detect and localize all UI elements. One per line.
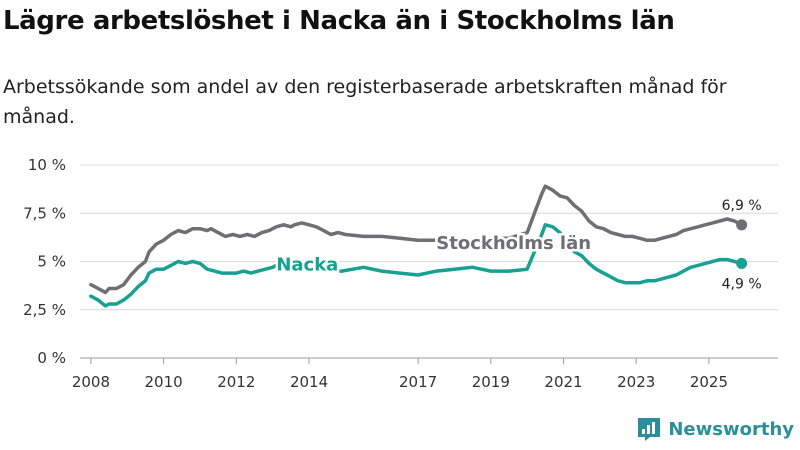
end-value-label-nacka: 4,9 % — [722, 276, 762, 292]
x-tick-label: 2010 — [145, 373, 183, 391]
series-line-nacka — [89, 223, 744, 308]
x-tick-label: 2021 — [544, 373, 582, 391]
x-tick-label: 2017 — [399, 373, 437, 391]
end-marker-stockholms-lan — [736, 219, 748, 231]
y-tick-label: 5 % — [37, 253, 66, 271]
newsworthy-logo-icon — [638, 418, 661, 441]
end-value-label-stockholms-lan: 6,9 % — [722, 198, 762, 214]
end-marker-nacka — [736, 257, 748, 269]
y-tick-label: 10 % — [28, 156, 66, 174]
x-tick-label: 2012 — [217, 373, 255, 391]
series-label-nacka: Nacka — [276, 255, 338, 276]
newsworthy-logo-text: Newsworthy — [668, 418, 794, 440]
y-tick-label: 2,5 % — [23, 301, 66, 319]
newsworthy-logo: Newsworthy — [636, 416, 794, 442]
chart-subtitle: Arbetssökande som andel av den registerb… — [3, 76, 727, 128]
x-tick-label: 2025 — [690, 373, 728, 391]
x-tick-label: 2014 — [290, 373, 328, 391]
series-label-stockholms-lan: Stockholms län — [436, 233, 591, 254]
series-line-stockholms-lan — [89, 184, 744, 295]
x-tick-label: 2019 — [472, 373, 510, 391]
y-tick-label: 0 % — [37, 349, 66, 367]
y-tick-label: 7,5 % — [23, 204, 66, 222]
x-tick-label: 2008 — [72, 373, 110, 391]
chart-title: Lägre arbetslöshet i Nacka än i Stockhol… — [3, 6, 675, 36]
x-tick-label: 2023 — [617, 373, 655, 391]
